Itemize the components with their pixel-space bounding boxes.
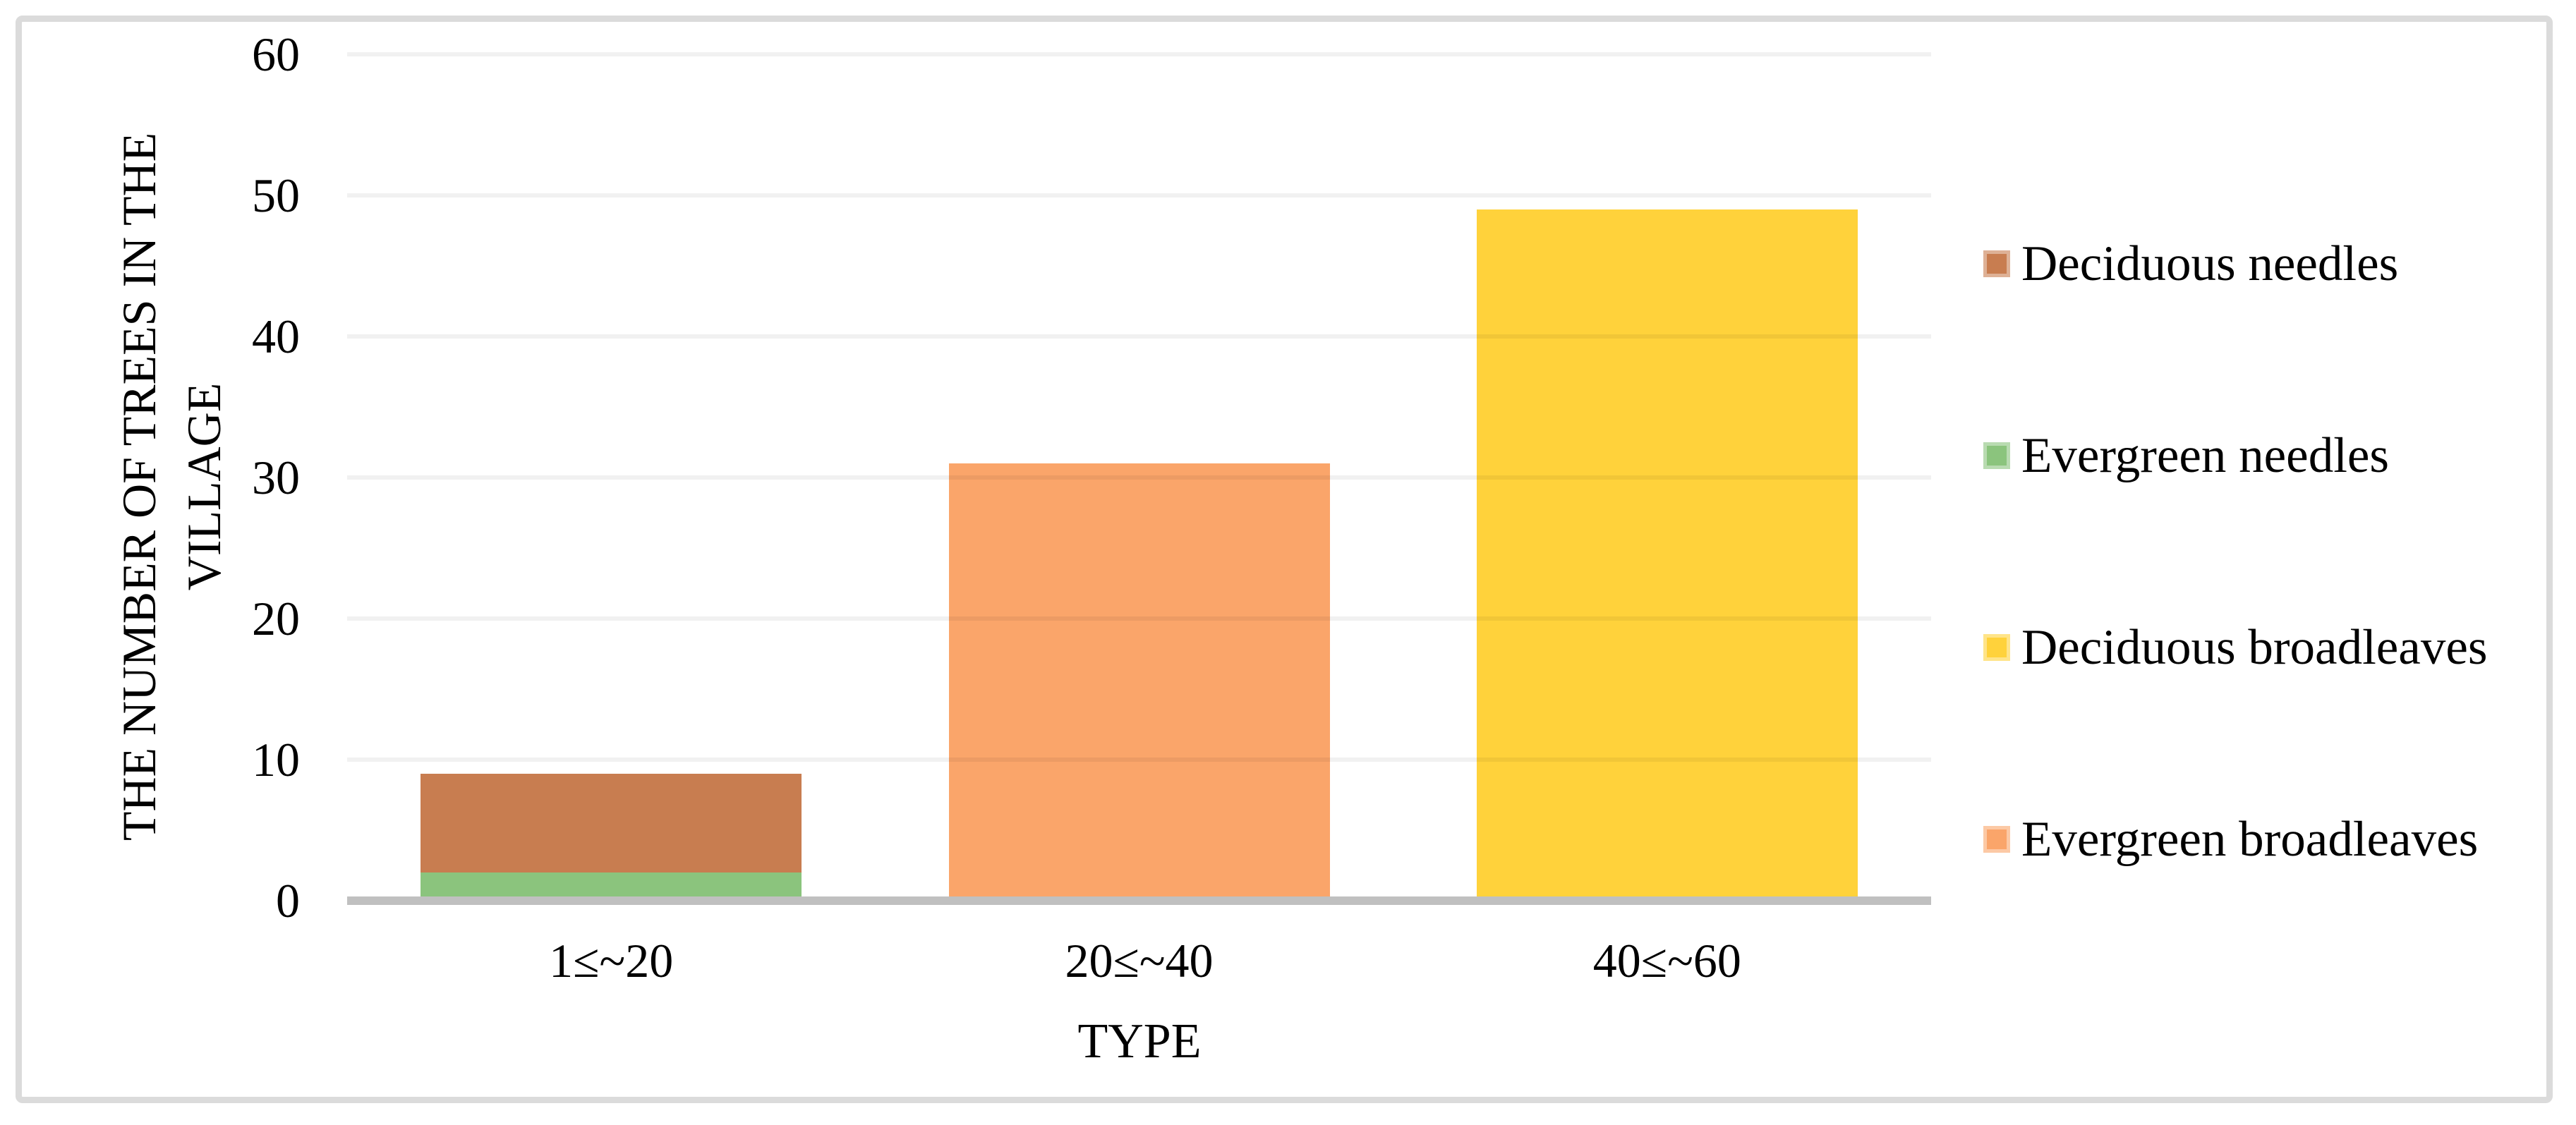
- gridline-60: [347, 52, 1931, 56]
- bar-group-3: [1476, 209, 1858, 901]
- legend-item-evergreen-broadleaves: Evergreen broadleaves: [1983, 811, 2478, 868]
- y-tick-label: 30: [252, 451, 300, 504]
- plot-area: [347, 52, 1931, 905]
- legend-label: Evergreen broadleaves: [2021, 812, 2479, 867]
- legend-item-evergreen-needles: Evergreen needles: [1983, 427, 2389, 484]
- gridline-50: [347, 193, 1931, 197]
- x-tick-label: 1≤~20: [549, 934, 674, 987]
- x-tick-label: 20≤~40: [1065, 934, 1214, 987]
- gridline-30: [347, 475, 1931, 480]
- legend-item-deciduous-broadleaves: Deciduous broadleaves: [1983, 619, 2487, 676]
- y-tick-label: 0: [276, 874, 300, 928]
- x-axis-title: TYPE: [1077, 1014, 1202, 1069]
- legend-label: Deciduous needles: [2021, 236, 2399, 291]
- bar-segment-deciduous-broadleaves: [1476, 209, 1858, 901]
- y-tick-label: 20: [252, 592, 300, 645]
- x-axis-line: [347, 896, 1931, 905]
- bar-segment-deciduous-needles: [421, 774, 802, 872]
- bar-group-1: [421, 774, 802, 901]
- chart-border: [16, 16, 2553, 1103]
- y-tick-label: 50: [252, 169, 300, 222]
- x-tick-label: 40≤~60: [1592, 934, 1741, 987]
- legend-swatch-icon: [1983, 442, 2010, 469]
- gridline-10: [347, 758, 1931, 762]
- gridline-20: [347, 616, 1931, 621]
- y-tick-label: 60: [252, 28, 300, 81]
- y-tick-label: 10: [252, 733, 300, 786]
- bar-segment-evergreen-broadleaves: [948, 463, 1330, 901]
- legend-swatch-icon: [1983, 250, 2010, 277]
- legend-swatch-icon: [1983, 634, 2010, 661]
- bar-segment-evergreen-needles: [421, 872, 802, 901]
- legend-label: Deciduous broadleaves: [2021, 620, 2488, 675]
- legend-label: Evergreen needles: [2021, 428, 2390, 483]
- gridline-40: [347, 334, 1931, 339]
- y-tick-label: 40: [252, 310, 300, 363]
- legend-item-deciduous-needles: Deciduous needles: [1983, 236, 2398, 292]
- bar-group-2: [948, 463, 1330, 901]
- legend-swatch-icon: [1983, 826, 2010, 853]
